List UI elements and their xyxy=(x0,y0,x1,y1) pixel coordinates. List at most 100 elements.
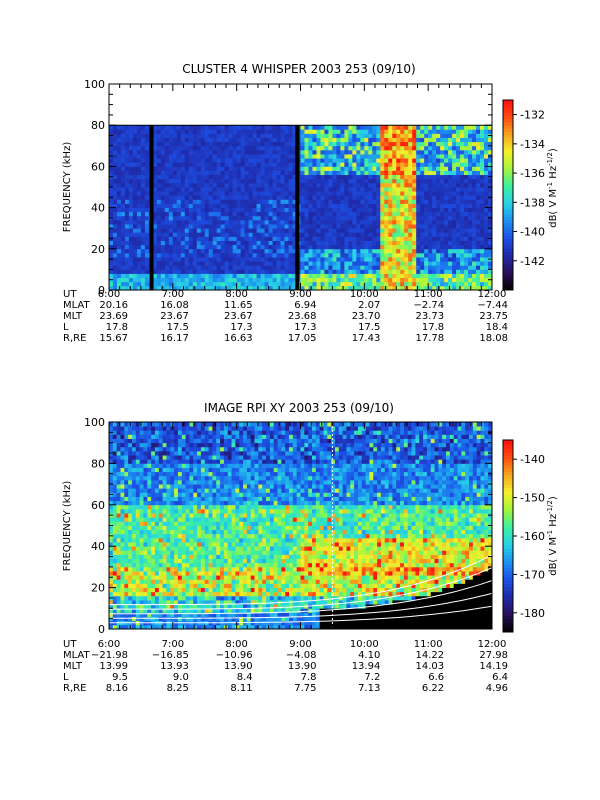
colorbar-segment xyxy=(503,446,513,451)
colorbar-segment xyxy=(503,574,513,579)
colorbar-segment xyxy=(503,255,513,259)
colorbar-segment xyxy=(503,491,513,495)
colorbar-segment xyxy=(503,223,513,228)
ephemeris-value: 23.70 xyxy=(352,311,381,322)
ephemeris-value: 6.22 xyxy=(422,683,444,694)
colorbar-segment xyxy=(503,619,513,623)
y-tick-label: 0 xyxy=(98,623,105,636)
ephemeris-value: 7.2 xyxy=(364,672,380,683)
colorbar-segment xyxy=(503,191,513,196)
colorbar-tick-label: -160 xyxy=(520,530,545,543)
ephemeris-value: 11.65 xyxy=(224,300,253,311)
colorbar-segment xyxy=(503,119,513,123)
y-tick-label: 60 xyxy=(91,499,105,512)
colorbar-tick-label: -136 xyxy=(520,167,545,180)
colorbar-segment xyxy=(503,157,513,161)
ephemeris-value: 17.8 xyxy=(422,322,444,333)
colorbar-tick-label: -150 xyxy=(520,492,545,505)
colorbar-segment xyxy=(503,141,513,145)
ephemeris-value: 6:00 xyxy=(98,639,120,650)
colorbar-segment xyxy=(503,280,513,285)
colorbar-tick-label: -138 xyxy=(520,196,545,209)
ephemeris-value: 16.08 xyxy=(160,300,189,311)
ephemeris-row-label: UT xyxy=(63,639,77,650)
colorbar-segment xyxy=(503,504,513,508)
ephemeris-value: 20.16 xyxy=(99,300,128,311)
colorbar-segment xyxy=(503,144,513,148)
ephemeris-value: 12:00 xyxy=(478,289,507,300)
colorbar-label: dB( V M-1 Hz-1/2) xyxy=(546,148,559,228)
ephemeris-value: 23.67 xyxy=(224,311,253,322)
colorbar-segment xyxy=(503,478,513,483)
colorbar-frame xyxy=(502,99,514,291)
colorbar-segment xyxy=(503,182,513,186)
colorbar-segment xyxy=(503,513,513,518)
colorbar-segment xyxy=(503,596,513,601)
ephemeris-value: 23.68 xyxy=(288,311,317,322)
colorbar-segment xyxy=(503,497,513,502)
colorbar-segment xyxy=(503,239,513,243)
ephemeris-value: 14.19 xyxy=(479,661,508,672)
ephemeris-table: UT 6:00 7:00 8:00 9:00 10:00 11:00 12:00 MLAT −21… xyxy=(63,639,508,694)
colorbar-segment xyxy=(503,481,513,486)
colorbar-segment xyxy=(503,271,513,275)
y-tick-label: 0 xyxy=(98,284,105,297)
colorbar-segment xyxy=(503,449,513,454)
y-axis-label: FREQUENCY (kHz) xyxy=(62,142,73,233)
colorbar-segment xyxy=(503,106,513,110)
ephemeris-value: 16.63 xyxy=(224,333,253,344)
ephemeris-value: −2.74 xyxy=(414,300,445,311)
colorbar-segment xyxy=(503,138,513,142)
ephemeris-value: 8.16 xyxy=(106,683,128,694)
colorbar-segment xyxy=(503,150,513,155)
colorbar-segment xyxy=(503,484,513,489)
ephemeris-value: 6.6 xyxy=(428,672,444,683)
ephemeris-value: 12:00 xyxy=(478,639,507,650)
ephemeris-row-label: MLAT xyxy=(63,300,90,311)
colorbar-segment xyxy=(503,220,513,224)
ephemeris-value: 17.8 xyxy=(106,322,128,333)
colorbar-segment xyxy=(503,593,513,598)
colorbar-tick-label: -180 xyxy=(520,607,545,620)
colorbar-segment xyxy=(503,548,513,553)
colorbar-segment xyxy=(503,452,513,457)
ephemeris-value: 8:00 xyxy=(225,639,247,650)
colorbar-segment xyxy=(503,580,513,585)
colorbar-segment xyxy=(503,465,513,470)
colorbar-tick-labels: -140 -150 -160 -170 -180 xyxy=(520,453,545,620)
colorbar-segment xyxy=(503,472,513,476)
colorbar-segment xyxy=(503,462,513,467)
colorbar-segment xyxy=(503,245,513,250)
colorbar-segment xyxy=(503,555,513,559)
ephemeris-value: 7:00 xyxy=(162,639,184,650)
colorbar-segment xyxy=(503,188,513,193)
colorbar-segment xyxy=(503,552,513,556)
ephemeris-value: 9.0 xyxy=(173,672,189,683)
colorbar-segment xyxy=(503,625,513,630)
colorbar-tick-label: -170 xyxy=(520,568,545,581)
ephemeris-value: 8.4 xyxy=(237,672,253,683)
colorbar-segment xyxy=(503,532,513,537)
colorbar-segment xyxy=(503,242,513,247)
ephemeris-value: 10:00 xyxy=(350,639,379,650)
colorbar-segment xyxy=(503,115,513,120)
colorbar-segment xyxy=(503,100,513,104)
ephemeris-value: 8.11 xyxy=(230,683,252,694)
data-gap-bar xyxy=(149,125,154,290)
colorbar-segment xyxy=(503,456,513,460)
colorbar-segment xyxy=(503,494,513,499)
ephemeris-value: 11:00 xyxy=(414,289,443,300)
y-tick-label: 20 xyxy=(91,582,105,595)
colorbar-segment xyxy=(503,488,513,492)
ephemeris-value: 7.75 xyxy=(294,683,316,694)
colorbar-segment xyxy=(503,147,513,152)
ephemeris-value: 14.22 xyxy=(416,650,445,661)
colorbar-tick-label: -140 xyxy=(520,226,545,239)
colorbar-segment xyxy=(503,122,513,126)
colorbar-segment xyxy=(503,109,513,114)
colorbar-segment xyxy=(503,568,513,572)
colorbar-segment xyxy=(503,248,513,253)
ephemeris-row-label: UT xyxy=(63,289,77,300)
ephemeris-value: 13.90 xyxy=(224,661,253,672)
